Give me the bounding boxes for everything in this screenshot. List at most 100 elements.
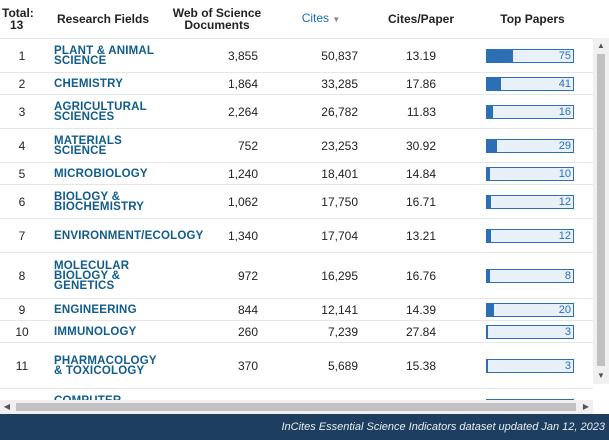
total-label: Total: xyxy=(2,6,34,20)
research-field-link[interactable]: COMPUTER SCIENCE xyxy=(44,388,162,400)
wos-documents-value: 972 xyxy=(162,252,272,299)
cites-column-header[interactable]: Cites ▼ xyxy=(272,0,370,39)
row-rank: 1 xyxy=(0,38,44,73)
top-papers-count: 16 xyxy=(558,105,571,118)
top-papers-count: 75 xyxy=(558,49,571,62)
table-row: 11 PHARMACOLOGY & TOXICOLOGY 370 5,689 15.38… xyxy=(0,342,593,389)
table-header-row: Total: 13 Research Fields Web of Science… xyxy=(0,0,593,39)
top-papers-column-header[interactable]: Top Papers xyxy=(500,12,565,26)
top-papers-cell: 20 xyxy=(472,298,593,321)
research-field-link[interactable]: PHARMACOLOGY & TOXICOLOGY xyxy=(44,342,162,389)
top-papers-bar[interactable]: 8 xyxy=(486,268,574,283)
top-papers-bar[interactable]: 75 xyxy=(486,48,574,63)
top-papers-count: 12 xyxy=(558,195,571,208)
table-row: 10 IMMUNOLOGY 260 7,239 27.84 3 xyxy=(0,320,593,343)
top-papers-bar[interactable]: 10 xyxy=(486,166,574,181)
top-papers-count: 3 xyxy=(564,325,571,338)
horizontal-scrollbar[interactable]: ◀ ▶ xyxy=(0,400,593,414)
top-papers-cell: 3 xyxy=(472,342,593,389)
research-field-link[interactable]: IMMUNOLOGY xyxy=(44,320,162,343)
cites-per-paper-value: 11.83 xyxy=(370,94,472,129)
top-papers-bar[interactable]: 16 xyxy=(486,104,574,119)
wos-documents-value: 1,340 xyxy=(162,218,272,253)
research-field-link[interactable]: MOLECULAR BIOLOGY & GENETICS xyxy=(44,252,162,299)
research-field-link[interactable]: MICROBIOLOGY xyxy=(44,162,162,185)
table-row: 12COMPUTER SCIENCE4215,06712.04 6 xyxy=(0,388,593,400)
research-field-link[interactable]: ENVIRONMENT/ECOLOGY xyxy=(44,218,203,253)
cites-value: 17,750 xyxy=(272,184,370,219)
cites-value: 33,285 xyxy=(272,72,370,95)
top-papers-bar-fill xyxy=(487,139,497,152)
top-papers-bar[interactable]: 41 xyxy=(486,76,574,91)
top-papers-count: 3 xyxy=(564,359,571,372)
top-papers-bar-fill xyxy=(487,229,492,242)
table-row: 8 MOLECULAR BIOLOGY & GENETICS 972 16,295 16… xyxy=(0,252,593,299)
top-papers-bar[interactable]: 3 xyxy=(486,324,574,339)
total-count-header: Total: 13 xyxy=(0,0,44,39)
wos-documents-value: 1,062 xyxy=(162,184,272,219)
wos-documents-column-header[interactable]: Web of Science Documents xyxy=(172,6,262,32)
scroll-up-arrow-icon[interactable]: ▲ xyxy=(597,41,605,50)
research-field-link[interactable]: AGRICULTURAL SCIENCES xyxy=(44,94,162,129)
table-row: 9 ENGINEERING 844 12,141 14.39 20 xyxy=(0,298,593,321)
cites-per-paper-value: 14.84 xyxy=(370,162,472,185)
top-papers-bar[interactable]: 3 xyxy=(486,358,574,373)
cites-per-paper-value: 16.71 xyxy=(370,184,472,219)
top-papers-cell: 16 xyxy=(472,94,593,129)
cites-value: 16,295 xyxy=(272,252,370,299)
vertical-scrollbar[interactable]: ▲ ▼ xyxy=(593,38,609,384)
research-field-link[interactable]: PLANT & ANIMAL SCIENCE xyxy=(44,38,162,73)
row-rank: 11 xyxy=(0,342,44,389)
top-papers-bar[interactable]: 29 xyxy=(486,138,574,153)
horizontal-scroll-thumb[interactable] xyxy=(16,403,576,411)
table-row: 3 AGRICULTURAL SCIENCES 2,264 26,782 11.83 16 xyxy=(0,94,593,129)
results-table-container: Total: 13 Research Fields Web of Science… xyxy=(0,0,593,400)
table-row: 1 PLANT & ANIMAL SCIENCE 3,855 50,837 13.19 7… xyxy=(0,38,593,73)
cites-per-paper-value: 14.39 xyxy=(370,298,472,321)
cites-per-paper-value: 13.19 xyxy=(370,38,472,73)
top-papers-cell: 12 xyxy=(472,218,593,253)
vertical-scroll-thumb[interactable] xyxy=(597,54,605,366)
research-fields-table: Total: 13 Research Fields Web of Science… xyxy=(0,0,593,400)
row-rank: 6 xyxy=(0,184,44,219)
top-papers-bar[interactable]: 12 xyxy=(486,194,574,209)
row-rank: 12 xyxy=(0,388,44,400)
top-papers-bar[interactable]: 6 xyxy=(486,398,574,400)
scroll-right-arrow-icon[interactable]: ▶ xyxy=(582,402,590,411)
row-rank: 2 xyxy=(0,72,44,95)
cites-per-paper-value: 17.86 xyxy=(370,72,472,95)
research-fields-column-header[interactable]: Research Fields xyxy=(56,12,150,26)
cites-per-paper-value: 15.38 xyxy=(370,342,472,389)
table-row: 6 BIOLOGY & BIOCHEMISTRY 1,062 17,750 16.71 1… xyxy=(0,184,593,219)
top-papers-bar-fill xyxy=(487,303,494,316)
total-count: 13 xyxy=(10,18,24,32)
row-rank: 4 xyxy=(0,128,44,163)
wos-documents-value: 1,240 xyxy=(162,162,272,185)
wos-documents-value: 260 xyxy=(162,320,272,343)
top-papers-bar-fill xyxy=(487,269,490,282)
row-rank: 7 xyxy=(0,218,44,253)
top-papers-bar[interactable]: 12 xyxy=(486,228,574,243)
scroll-left-arrow-icon[interactable]: ◀ xyxy=(3,402,11,411)
research-field-link[interactable]: CHEMISTRY xyxy=(44,72,162,95)
research-field-link[interactable]: ENGINEERING xyxy=(44,298,162,321)
top-papers-count: 20 xyxy=(558,303,571,316)
research-field-link[interactable]: MATERIALS SCIENCE xyxy=(44,128,162,163)
dataset-updated-note: InCites Essential Science Indicators dat… xyxy=(281,421,606,433)
row-rank: 3 xyxy=(0,94,44,129)
scroll-down-arrow-icon[interactable]: ▼ xyxy=(597,371,605,380)
table-row: 4 MATERIALS SCIENCE 752 23,253 30.92 29 xyxy=(0,128,593,163)
top-papers-bar[interactable]: 20 xyxy=(486,302,574,317)
table-row: 2 CHEMISTRY 1,864 33,285 17.86 41 xyxy=(0,72,593,95)
cites-value: 7,239 xyxy=(272,320,370,343)
cites-per-paper-column-header[interactable]: Cites/Paper xyxy=(387,12,455,26)
row-rank: 10 xyxy=(0,320,44,343)
wos-documents-value: 844 xyxy=(162,298,272,321)
top-papers-bar-fill xyxy=(487,49,513,62)
top-papers-bar-fill xyxy=(487,195,492,208)
research-field-link[interactable]: BIOLOGY & BIOCHEMISTRY xyxy=(44,184,162,219)
cites-value: 5,689 xyxy=(272,342,370,389)
top-papers-bar-fill xyxy=(487,77,501,90)
row-rank: 9 xyxy=(0,298,44,321)
wos-documents-value: 370 xyxy=(162,342,272,389)
